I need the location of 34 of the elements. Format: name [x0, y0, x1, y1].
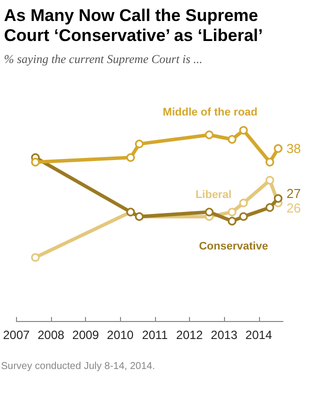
point [31, 253, 40, 262]
point [274, 144, 282, 153]
x-tick-label: 2010 [106, 328, 134, 342]
point [228, 216, 236, 226]
text: Survey conducted July 8-14, 2014. [1, 361, 155, 372]
point [266, 158, 274, 166]
x-tick-label: 2008 [38, 328, 65, 342]
point [31, 158, 40, 166]
data-label: 27 [286, 186, 301, 201]
point [228, 135, 236, 144]
x-tick-label: 2012 [176, 328, 204, 342]
chart-subtitle: % saying the current Supreme Court is ... [4, 52, 202, 67]
point [266, 176, 274, 185]
x-tick-label: 2014 [245, 328, 272, 342]
x-tick-label: 2009 [72, 328, 100, 342]
data-label: 38 [286, 140, 301, 156]
data-label: 26 [286, 200, 301, 216]
point [274, 194, 282, 203]
point [204, 130, 214, 140]
x-tick-label: 2007 [2, 328, 30, 342]
point [204, 208, 214, 216]
series-label: Liberal [195, 188, 232, 201]
point [126, 153, 135, 162]
chart-title: As Many Now Call the Supreme Court ‘Conservative’ as ‘Liberal’ [4, 6, 264, 46]
point [266, 203, 274, 212]
series-label: Middle of the road [162, 106, 258, 118]
text: Conservative [198, 240, 268, 253]
x-tick-label: 2013 [210, 328, 238, 342]
point [134, 140, 144, 148]
x-tick-label: 2011 [142, 328, 168, 342]
point [239, 198, 248, 208]
point [228, 208, 236, 216]
point [239, 212, 248, 221]
point [239, 126, 248, 135]
